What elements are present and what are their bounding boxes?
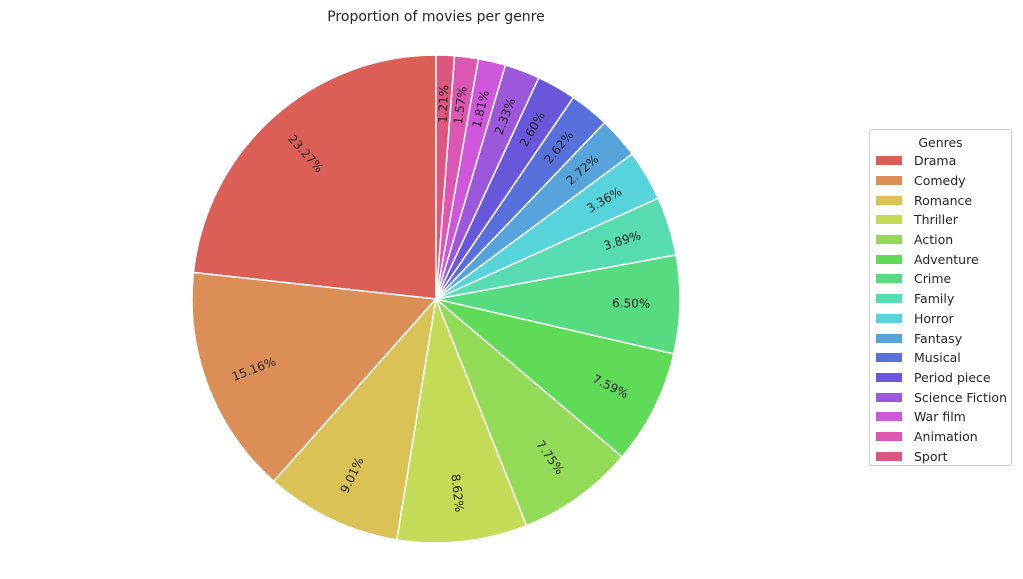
legend-item-action: Action — [870, 230, 1011, 250]
legend-swatch — [876, 372, 902, 382]
legend-item-family: Family — [870, 289, 1011, 309]
pie-slices — [191, 54, 681, 544]
legend-label: Fantasy — [914, 330, 963, 346]
legend-label: Family — [914, 291, 955, 307]
legend-swatch — [876, 156, 902, 166]
legend-label: Musical — [914, 350, 961, 366]
legend-swatch — [876, 333, 902, 343]
pie-label-sport: 1.21% — [436, 85, 451, 124]
legend-swatch — [876, 254, 902, 264]
pie-slice-thriller — [395, 296, 528, 544]
pie-slice-action — [435, 298, 624, 527]
legend-label: Sport — [914, 448, 948, 464]
chart-title: Proportion of movies per genre — [327, 9, 545, 25]
legend-label: Horror — [914, 310, 954, 326]
legend-swatch — [876, 392, 902, 402]
pie-label-animation: 1.57% — [451, 86, 470, 126]
legend-item-sport: Sport — [870, 446, 1011, 466]
legend-item-war-film: War film — [870, 407, 1011, 427]
legend-item-animation: Animation — [870, 427, 1011, 447]
pie-label-crime: 6.50% — [612, 296, 650, 311]
legend-swatch — [876, 195, 902, 205]
legend-item-science-fiction: Science Fiction — [870, 387, 1011, 407]
legend-swatch — [876, 235, 902, 245]
legend-item-romance: Romance — [870, 190, 1011, 210]
pie-slice-romance — [272, 296, 438, 541]
legend-swatch — [876, 294, 902, 304]
legend-item-period-piece: Period piece — [870, 368, 1011, 388]
legend-item-crime: Crime — [870, 269, 1011, 289]
legend-label: Action — [914, 232, 954, 248]
legend-title: Genres — [918, 135, 963, 150]
legend-label: Period piece — [914, 369, 991, 385]
pie-slice-sport — [435, 54, 456, 300]
legend-label: Comedy — [914, 173, 966, 189]
legend-label: War film — [914, 409, 966, 425]
pie-label-thriller: 8.62% — [448, 473, 466, 512]
legend-swatch — [876, 215, 902, 225]
legend-item-fantasy: Fantasy — [870, 328, 1011, 348]
legend-label: Adventure — [914, 251, 979, 267]
legend-label: Science Fiction — [914, 389, 1007, 405]
legend-swatch — [876, 451, 902, 461]
legend-item-thriller: Thriller — [870, 210, 1011, 230]
legend-item-musical: Musical — [870, 348, 1011, 368]
legend-label: Romance — [914, 192, 973, 208]
legend-swatch — [876, 431, 902, 441]
legend-swatch — [876, 412, 902, 422]
legend: Genres Drama Comedy Romance Thriller Action A… — [869, 129, 1012, 466]
legend-item-drama: Drama — [870, 151, 1011, 171]
legend-label: Crime — [914, 271, 952, 287]
legend-swatch — [876, 313, 902, 323]
legend-label: Drama — [914, 153, 957, 169]
legend-item-comedy: Comedy — [870, 171, 1011, 191]
pie-slice-comedy — [191, 271, 438, 483]
legend-swatch — [876, 353, 902, 363]
pie-slice-drama — [192, 54, 437, 300]
pie-slice-adventure — [435, 298, 675, 458]
legend-item-horror: Horror — [870, 309, 1011, 329]
legend-label: Thriller — [914, 212, 958, 228]
legend-item-adventure: Adventure — [870, 249, 1011, 269]
legend-swatch — [876, 274, 902, 284]
legend-items: Drama Comedy Romance Thriller Action Adventur… — [870, 151, 1011, 466]
legend-swatch — [876, 176, 902, 186]
legend-label: Animation — [914, 428, 978, 444]
